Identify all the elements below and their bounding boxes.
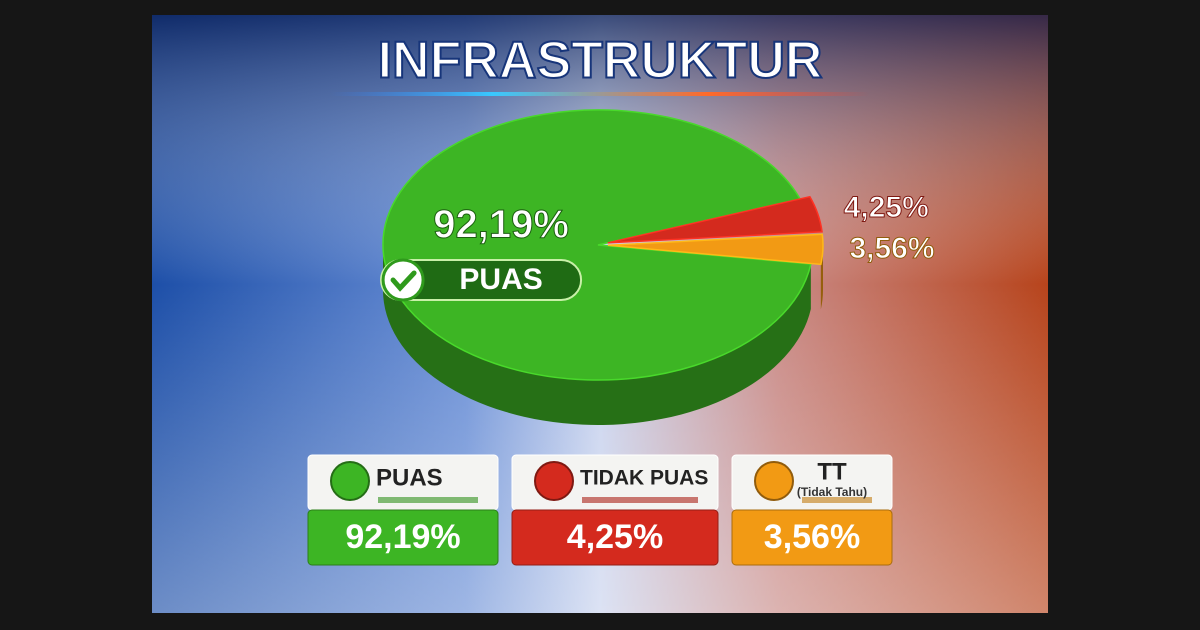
card-stripe bbox=[802, 497, 872, 503]
card-stripe bbox=[582, 497, 698, 503]
card-value: 3,56% bbox=[764, 518, 860, 556]
slice-label: 4,25% bbox=[844, 191, 929, 224]
card-note: (Tidak Tahu) bbox=[797, 485, 867, 499]
card-bottom bbox=[511, 509, 719, 566]
chart-title: INFRASTRUKTUR bbox=[378, 32, 823, 90]
label-badge bbox=[380, 258, 583, 301]
card-value: 92,19% bbox=[345, 518, 460, 556]
card-icon bbox=[534, 461, 574, 501]
pie-slice bbox=[607, 195, 823, 244]
check-icon bbox=[381, 258, 425, 302]
card-bottom bbox=[307, 509, 499, 566]
check-mark bbox=[390, 270, 417, 292]
card-icon bbox=[330, 461, 370, 501]
pie-side bbox=[820, 245, 823, 310]
card-value: 4,25% bbox=[567, 518, 663, 556]
legend-cards: PUAS 92,19% TIDAK PUAS 4,25% TT(Tidak Tahu) 3… bbox=[307, 454, 893, 566]
pie-side bbox=[382, 245, 811, 426]
pie: 92,19% PUAS 4,25% 3,56% bbox=[380, 109, 935, 426]
title-rule bbox=[330, 92, 870, 96]
pie-slice bbox=[607, 233, 824, 266]
pie-slice bbox=[382, 109, 812, 381]
card-category: TIDAK PUAS bbox=[580, 467, 708, 490]
card-icon bbox=[754, 461, 794, 501]
card-category: TT bbox=[817, 458, 847, 485]
slice-label: 92,19% bbox=[433, 203, 569, 247]
slice-category: PUAS bbox=[459, 263, 542, 296]
card-stripe bbox=[378, 497, 478, 503]
slice-label: 3,56% bbox=[849, 232, 934, 265]
card-category: PUAS bbox=[376, 464, 443, 491]
card-bottom bbox=[731, 509, 893, 566]
